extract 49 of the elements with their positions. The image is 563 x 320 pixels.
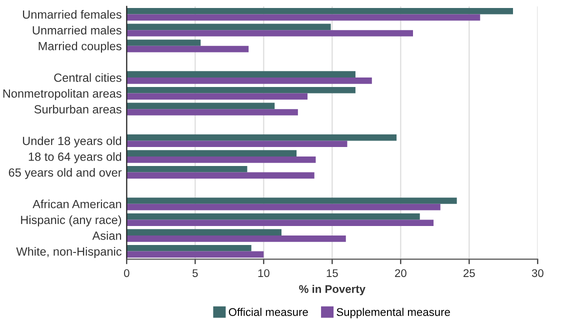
y-tick-label: Nonmetropolitan areas <box>3 89 122 100</box>
bar <box>126 229 282 236</box>
bar <box>126 14 480 21</box>
x-tick-label: 25 <box>464 269 475 278</box>
y-tick-label: Central cities <box>54 73 122 82</box>
bar <box>126 172 314 179</box>
bar <box>126 93 308 100</box>
x-tick-label: 30 <box>532 269 544 278</box>
bar <box>126 46 249 52</box>
bar <box>126 40 201 46</box>
y-tick-label: 18 to 64 years old <box>28 152 122 164</box>
y-tick-label: Unmarried females <box>23 10 122 19</box>
bar <box>126 236 346 242</box>
bar <box>126 220 434 226</box>
x-axis-title: % in Poverty <box>299 284 366 296</box>
bar <box>126 204 440 210</box>
bar <box>126 8 514 14</box>
y-tick-label: Surburban areas <box>34 104 122 114</box>
x-tick-label: 0 <box>124 269 130 278</box>
bar <box>126 86 356 94</box>
bar <box>126 109 298 116</box>
legend-label: Supplemental measure <box>336 308 450 318</box>
y-tick-label: Unmarried males <box>32 26 122 34</box>
y-tick-label: 65 years old and over <box>8 168 122 180</box>
bar <box>126 71 356 78</box>
x-tick-label: 15 <box>326 269 338 278</box>
y-tick-label: African American <box>32 200 122 208</box>
bar <box>126 166 248 172</box>
bar <box>126 134 397 141</box>
bar <box>126 30 413 36</box>
y-tick-label: White, non-Hispanic <box>16 247 122 258</box>
y-tick-label: Under 18 years old <box>22 136 122 148</box>
x-tick-label: 10 <box>258 269 270 278</box>
bar <box>126 244 252 252</box>
x-tick-label: 5 <box>192 269 198 278</box>
bar <box>126 140 348 148</box>
bar <box>126 102 275 110</box>
legend-label: Official measure <box>228 308 308 316</box>
bar <box>126 150 297 156</box>
bar <box>126 156 316 163</box>
y-tick-label: Hispanic (any race) <box>21 215 122 226</box>
bar <box>126 213 420 220</box>
bar <box>126 78 372 84</box>
y-tick-label: Married couples <box>38 42 122 53</box>
bar <box>126 251 264 258</box>
x-tick-label: 20 <box>395 269 406 278</box>
bar <box>126 198 457 204</box>
bar <box>126 24 331 30</box>
y-tick-label: Asian <box>92 231 122 240</box>
